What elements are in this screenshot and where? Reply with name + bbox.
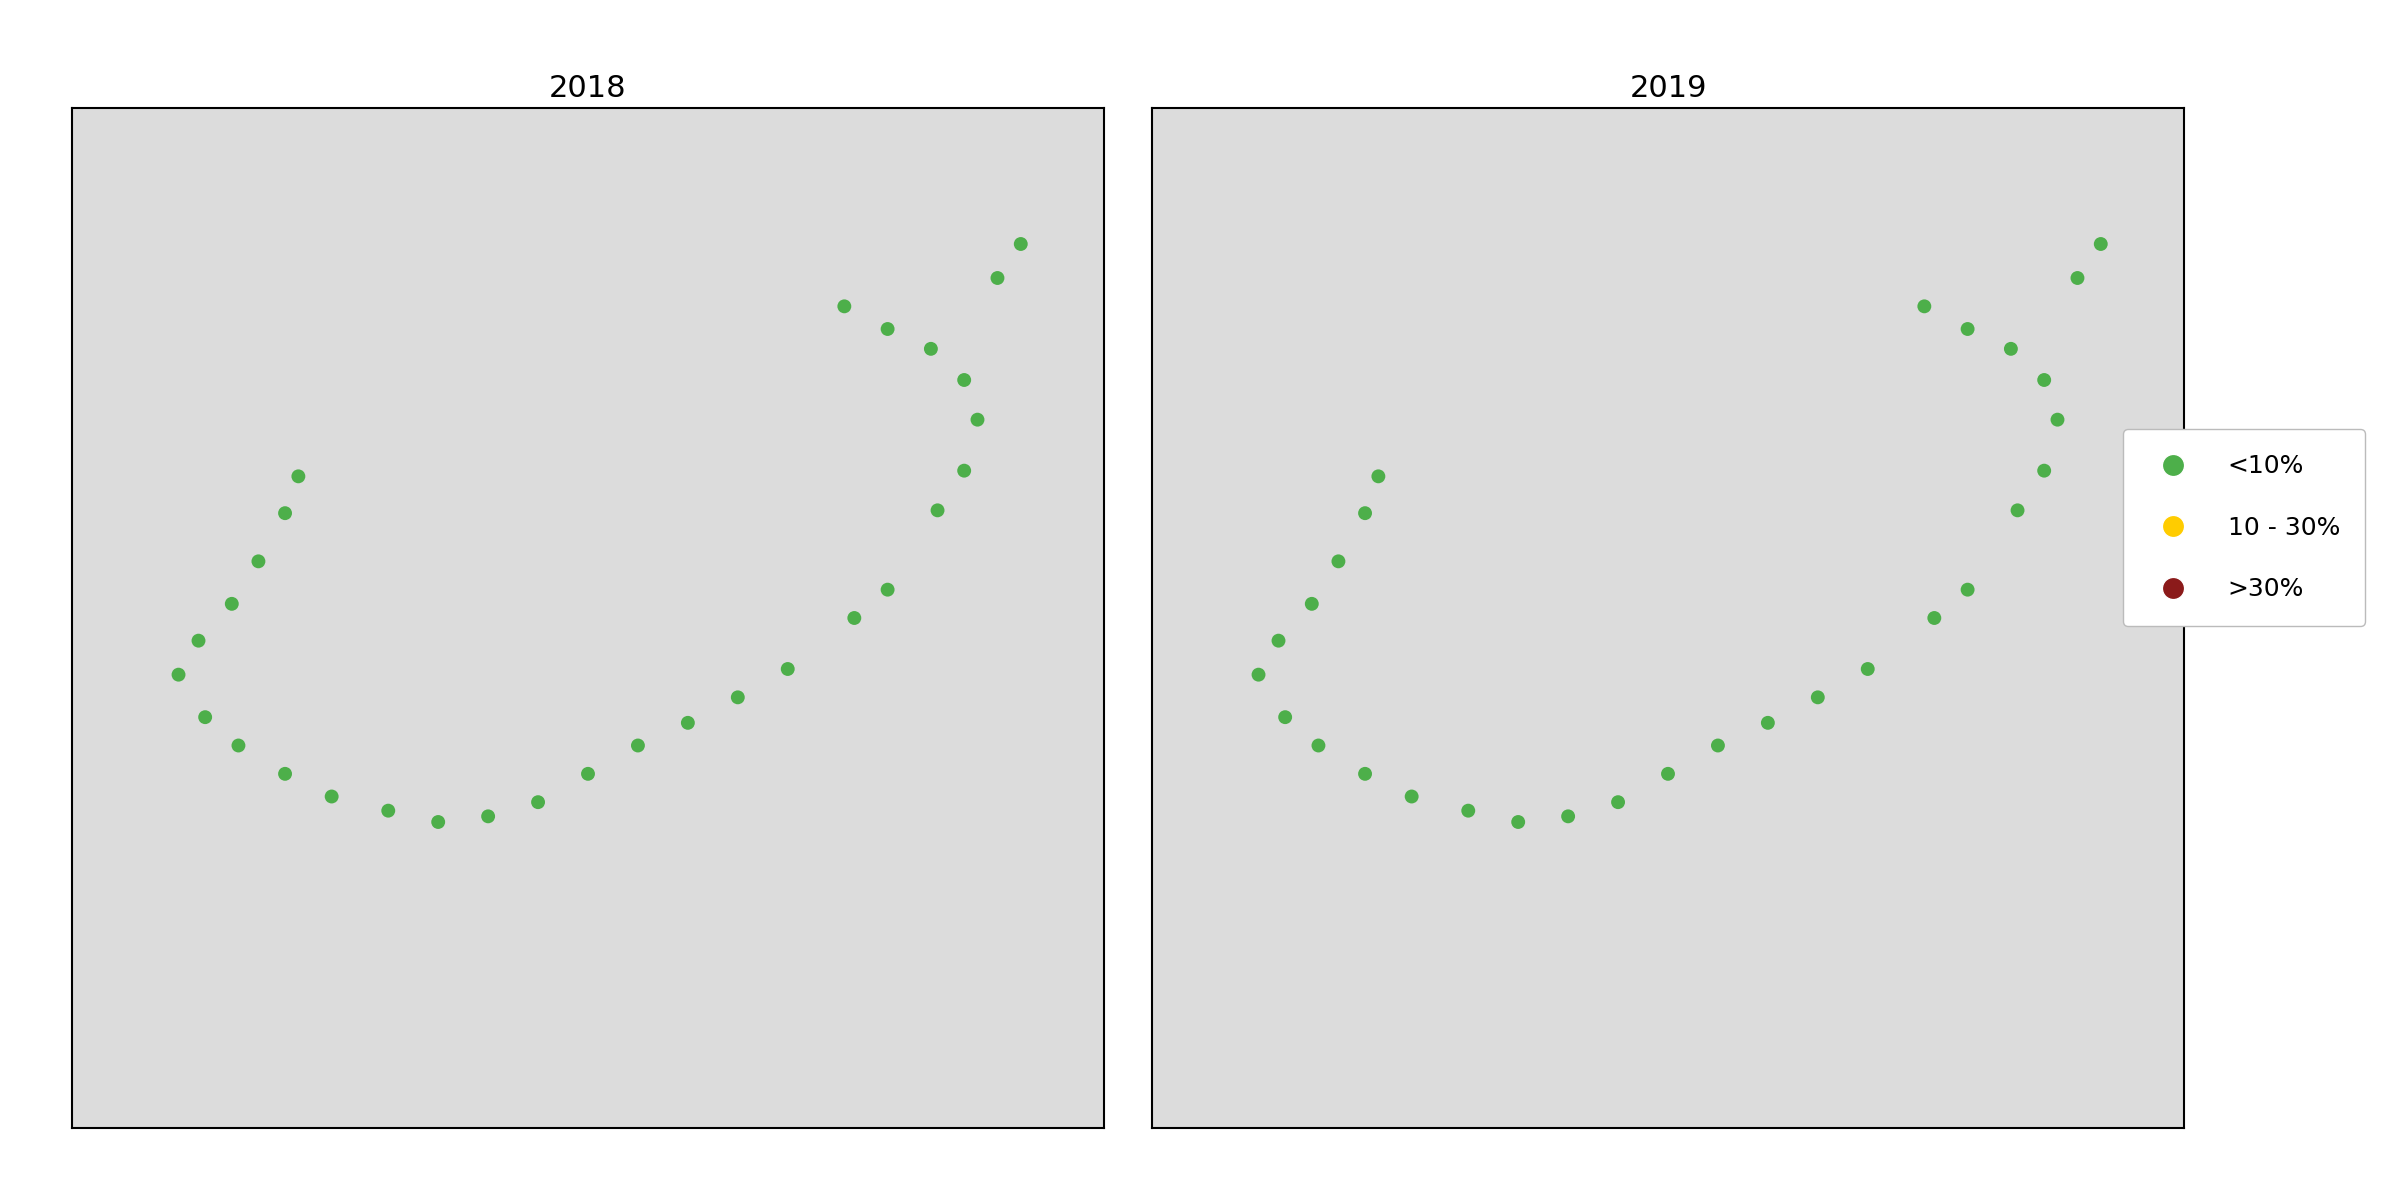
Point (619, 736, 658, 755)
Point (1949, 580, 1987, 599)
Point (1450, 802, 1488, 821)
Point (912, 340, 950, 359)
Point (1001, 234, 1039, 253)
Point (1699, 736, 1738, 755)
Point (919, 500, 958, 520)
Point (1848, 660, 1886, 679)
Point (1238, 665, 1277, 684)
Point (420, 812, 458, 832)
Point (1298, 736, 1337, 755)
Title: 2019: 2019 (1630, 74, 1706, 103)
Point (1750, 713, 1788, 732)
Point (1598, 792, 1637, 811)
Point (468, 806, 506, 826)
Point (869, 580, 907, 599)
Point (2081, 234, 2119, 253)
Point (718, 688, 756, 707)
Point (1294, 594, 1332, 613)
Point (1798, 688, 1836, 707)
Legend: <10%, 10 - 30%, >30%: <10%, 10 - 30%, >30% (2124, 430, 2364, 626)
Point (158, 665, 197, 684)
Point (979, 269, 1018, 288)
Point (312, 787, 350, 806)
Point (1358, 467, 1397, 486)
Point (2026, 461, 2064, 480)
Point (214, 594, 252, 613)
Point (1906, 296, 1944, 316)
Point (869, 319, 907, 338)
Point (958, 410, 996, 430)
Point (1320, 552, 1358, 571)
Point (1346, 504, 1385, 523)
Point (1992, 340, 2030, 359)
Point (266, 764, 305, 784)
Title: 2018: 2018 (550, 74, 626, 103)
Point (670, 713, 708, 732)
Point (1915, 608, 1954, 628)
Point (768, 660, 806, 679)
Point (1265, 708, 1303, 727)
Point (278, 467, 317, 486)
Point (2026, 371, 2064, 390)
Point (946, 461, 984, 480)
Point (1649, 764, 1687, 784)
Point (1500, 812, 1538, 832)
Point (185, 708, 223, 727)
Point (2038, 410, 2076, 430)
Point (518, 792, 557, 811)
Point (826, 296, 864, 316)
Point (1548, 806, 1586, 826)
Point (1392, 787, 1430, 806)
Point (1346, 764, 1385, 784)
Point (569, 764, 607, 784)
Point (1260, 631, 1298, 650)
Point (946, 371, 984, 390)
Point (266, 504, 305, 523)
Point (370, 802, 408, 821)
Point (218, 736, 257, 755)
Point (240, 552, 278, 571)
Point (2059, 269, 2098, 288)
Point (835, 608, 874, 628)
Point (180, 631, 218, 650)
Point (1949, 319, 1987, 338)
Point (1999, 500, 2038, 520)
